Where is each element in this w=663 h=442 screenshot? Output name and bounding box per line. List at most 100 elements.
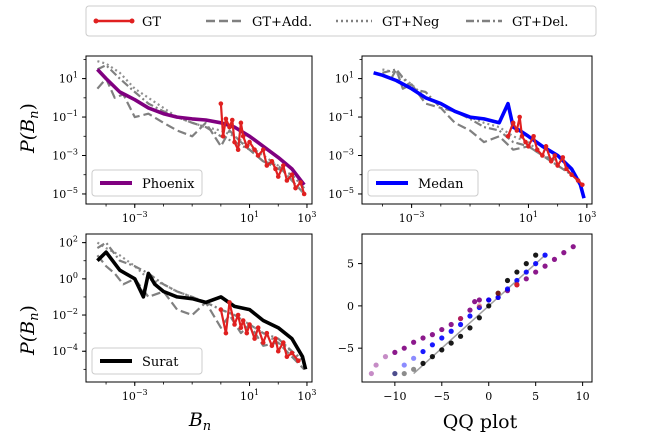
gt-marker [227,300,232,305]
gt-marker [218,307,224,312]
y-tick-label: 101 [335,71,354,86]
qq-point [368,370,374,377]
x-tick-label: 103 [577,210,596,225]
xlabel-bottom-left: Bn [188,409,211,434]
panel-legend-label: Surat [142,355,179,370]
gt-marker [273,336,278,341]
qq-point [514,269,520,275]
gt-marker [223,330,229,336]
qq-point [504,277,511,284]
qq-series-3 [457,282,520,322]
panel-top-right: 10−3 101 103 101 10−1 10−3 10−5 Medan [328,55,596,225]
gt-marker [260,340,266,345]
gt-marker [252,336,257,341]
svg-text:Bn: Bn [188,409,211,434]
qq-point [420,360,426,366]
gt-marker [264,163,270,168]
gt-marker [293,185,298,191]
qq-point [401,370,407,377]
gt-marker [229,117,235,123]
gt-marker [252,147,257,153]
ylabel-bottom: P(Bn) [17,305,42,356]
x-tick-label: 10−3 [122,210,148,225]
panel-legend: Phoenix [91,169,203,197]
y-tick-label: 102 [59,235,78,250]
qq-point [495,290,501,296]
gt-marker [555,163,560,168]
series-line-main [96,68,306,186]
plot-area [96,60,307,197]
gt-marker [284,178,290,183]
x-tick-label: 5 [532,390,539,403]
gt-marker [531,133,536,139]
gt-marker [543,144,549,149]
panel-legend-label: Medan [418,177,464,192]
qq-point [411,339,417,345]
y-tick-label: 5 [347,258,354,271]
series-line-main [96,250,308,370]
qq-point [439,347,445,353]
gt-marker [505,133,511,139]
qq-point [392,370,398,377]
panel-legend-label: Phoenix [142,177,195,192]
gt-marker [273,166,278,172]
gt-marker [552,153,558,158]
qq-point [467,313,473,319]
legend-label: GT+Del. [512,15,568,30]
y-tick-label: 10−1 [52,109,78,124]
gt-marker [298,180,303,185]
gt-marker [238,120,244,126]
qq-point [448,321,454,328]
gt-marker [232,322,237,327]
gt-marker [510,120,516,126]
qq-reference-line [413,254,546,375]
y-tick-label: 10−1 [328,109,354,124]
gt-marker [284,354,290,359]
gt-marker [227,124,232,130]
axes-frame [361,233,593,383]
gt-marker [526,144,531,149]
legend-item-0: GT [93,15,161,30]
legend-label: GT+Add. [252,15,312,30]
plot-area [96,241,308,371]
gt-marker [220,133,226,139]
panel-bottom-right: −10 −5 0 5 10 5 0 −5 [338,233,593,403]
qq-point [486,297,492,303]
qq-point [457,321,464,328]
qq-series-1 [392,252,548,377]
qq-point [420,335,426,341]
qq-point [429,354,436,360]
plot-area [368,244,576,377]
x-tick-label: 101 [519,210,538,225]
series-line-dashed [390,68,559,163]
y-tick-label: −5 [338,342,354,355]
qq-point [533,252,539,258]
qq-point [411,355,417,361]
gt-marker [296,358,301,364]
gt-marker [575,178,581,183]
qq-point [401,362,407,368]
qq-point [429,332,436,338]
qq-point [542,252,548,258]
y-tick-label: 10−2 [52,307,78,322]
qq-point [533,269,539,275]
axes-frame [85,233,313,383]
x-tick-label: 10−3 [399,210,425,225]
x-tick-label: 0 [485,390,492,403]
xlabel-qq: QQ plot [443,411,518,433]
x-tick-label: −10 [383,390,406,403]
qq-point [476,297,482,303]
gt-marker [238,325,244,330]
legend-marker [93,18,99,24]
legend-item-2: GT+Neg [336,15,439,30]
qq-point [448,328,454,334]
y-tick-label: 101 [59,71,78,86]
gt-marker [514,128,520,133]
gt-marker [247,322,252,327]
y-tick-label: 100 [59,271,78,286]
series-line-dashdot [96,64,306,189]
qq-point [467,307,473,313]
legend-item-1: GT+Add. [206,15,312,30]
gt-marker [223,116,229,122]
y-tick-label: 10−3 [52,148,78,163]
